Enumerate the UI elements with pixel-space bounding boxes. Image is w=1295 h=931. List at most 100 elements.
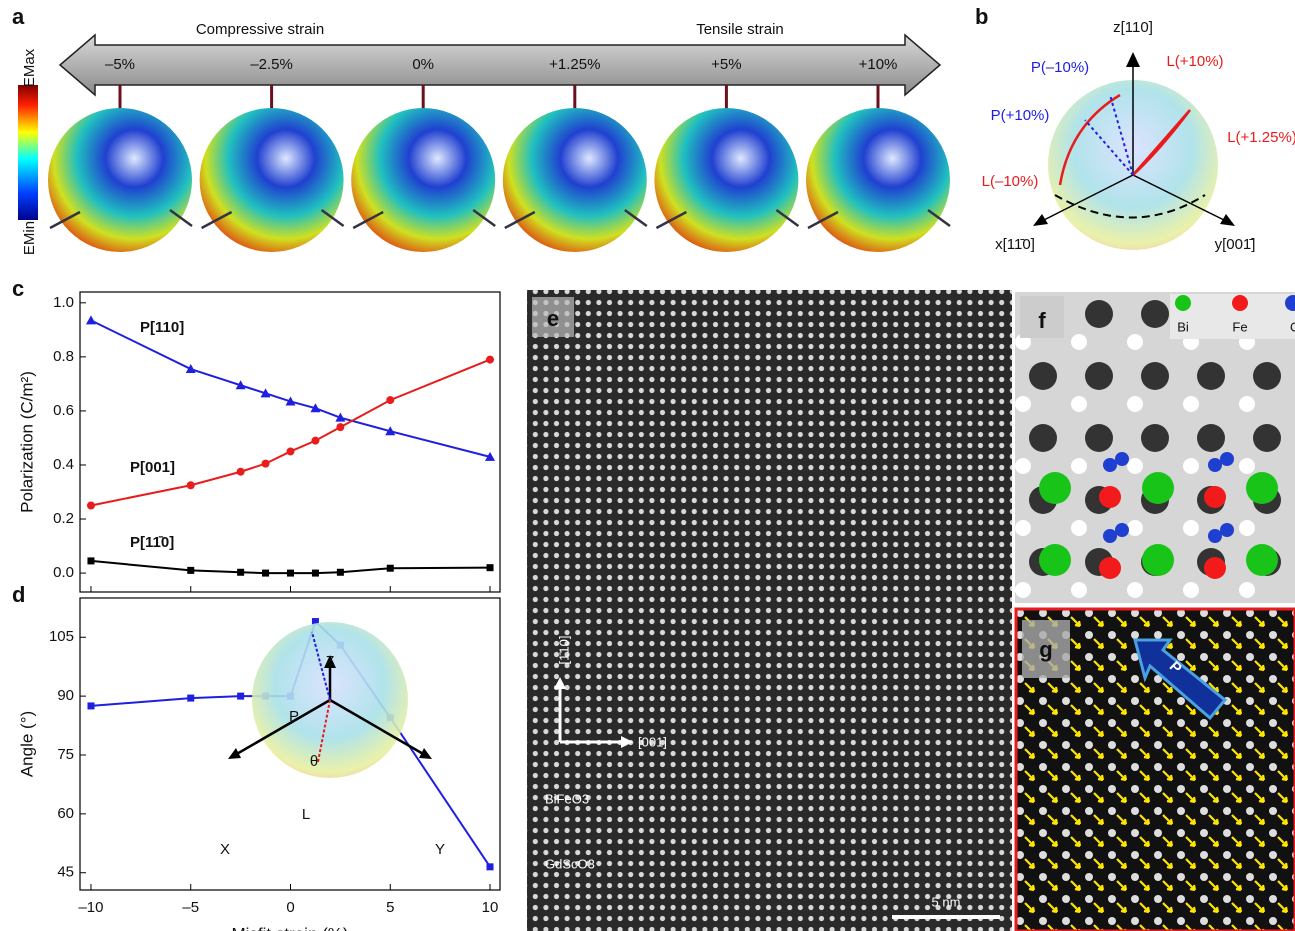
x-tick-label: 0: [286, 899, 294, 916]
marker: [386, 396, 394, 404]
scale-label: 5 nm: [932, 894, 961, 909]
panel-label: g: [1039, 637, 1052, 662]
marker: [87, 557, 94, 564]
b-label: P(–10%): [1031, 59, 1089, 76]
strain-arrow: [60, 35, 940, 95]
layer-label: GdScO3: [545, 856, 595, 871]
x-tick-label: –5: [182, 899, 199, 916]
bi-atom: [1039, 544, 1071, 576]
colorbar-min: EMin: [21, 221, 38, 255]
strain-label: –2.5%: [250, 56, 293, 73]
colorbar: [18, 85, 38, 220]
bi-atom: [1039, 472, 1071, 504]
o-atom: [1103, 458, 1117, 472]
energy-sphere: [351, 108, 495, 252]
energy-sphere: [806, 108, 950, 252]
direction-label: [001]: [638, 734, 667, 749]
marker: [262, 570, 269, 577]
axis-label: x[11̄0]: [995, 236, 1035, 253]
marker: [237, 468, 245, 476]
marker: [87, 502, 95, 510]
b-label: L(+10%): [1166, 53, 1223, 70]
y-tick-label: 45: [57, 864, 74, 881]
figure: a Compressive strain Tensile strain EMax…: [0, 0, 1295, 931]
series-line: [91, 320, 490, 456]
x-tick-label: 10: [482, 899, 499, 916]
y-tick-label: 90: [57, 687, 74, 704]
colorbar-max: EMax: [21, 48, 38, 87]
layer-label: BiFeO3: [545, 791, 589, 806]
marker: [187, 481, 195, 489]
panel-label: d: [12, 582, 25, 607]
marker: [86, 315, 96, 324]
inset-label: L: [302, 806, 310, 823]
marker: [237, 693, 244, 700]
bi-atom: [1142, 472, 1174, 504]
bi-atom: [1246, 472, 1278, 504]
y-tick-label: 0.4: [53, 456, 74, 473]
legend-swatch: [1232, 295, 1248, 311]
panel-label: f: [1038, 308, 1046, 333]
strain-heading: Compressive strain: [196, 21, 324, 38]
series-label: P[110]: [140, 319, 184, 336]
series-label: P[001]: [130, 459, 175, 476]
series-label: P[11̄0]: [130, 534, 174, 551]
o-atom: [1115, 452, 1129, 466]
x-axis-label: Misfit strain (%): [231, 924, 348, 931]
panel-label: e: [547, 306, 559, 331]
y-tick-label: 1.0: [53, 294, 74, 311]
axis-label: z[110]: [1113, 19, 1153, 36]
panel-label: a: [12, 4, 25, 29]
y-tick-label: 75: [57, 746, 74, 763]
direction-label: [1̄10]: [556, 636, 571, 665]
y-tick-label: 0.2: [53, 510, 74, 527]
strain-label: +5%: [711, 56, 741, 73]
marker: [387, 565, 394, 572]
marker: [187, 695, 194, 702]
strain-heading: Tensile strain: [696, 21, 784, 38]
fe-atom: [1099, 557, 1121, 579]
energy-sphere: [48, 108, 192, 252]
b-label: P(+10%): [991, 107, 1050, 124]
x-tick-label: 5: [386, 899, 394, 916]
o-atom: [1220, 452, 1234, 466]
marker: [312, 570, 319, 577]
b-label: L(–10%): [982, 173, 1039, 190]
o-atom: [1220, 523, 1234, 537]
energy-sphere: [200, 108, 344, 252]
fe-atom: [1204, 486, 1226, 508]
marker: [336, 423, 344, 431]
legend-label: Fe: [1232, 319, 1247, 334]
legend-swatch: [1175, 295, 1191, 311]
y-tick-label: 60: [57, 805, 74, 822]
strain-label: +1.25%: [549, 56, 600, 73]
marker: [311, 437, 319, 445]
energy-sphere: [503, 108, 647, 252]
y-tick-label: 0.6: [53, 402, 74, 419]
marker: [262, 460, 270, 468]
marker: [87, 702, 94, 709]
o-atom: [1208, 529, 1222, 543]
y-axis-label: Angle (°): [17, 711, 36, 777]
y-tick-label: 0.0: [53, 564, 74, 581]
strain-label: +10%: [859, 56, 898, 73]
o-atom: [1103, 529, 1117, 543]
marker: [487, 863, 494, 870]
marker: [337, 569, 344, 576]
legend-label: Bi: [1177, 319, 1189, 334]
fe-atom: [1099, 486, 1121, 508]
inset-label: P: [289, 708, 299, 725]
b-label: L(+1.25%): [1227, 129, 1295, 146]
marker: [486, 356, 494, 364]
o-atom: [1208, 458, 1222, 472]
o-atom: [1115, 523, 1129, 537]
bi-atom: [1246, 544, 1278, 576]
x-tick-label: –10: [78, 899, 103, 916]
bi-atom: [1142, 544, 1174, 576]
strain-label: 0%: [412, 56, 434, 73]
strain-label: –5%: [105, 56, 135, 73]
marker: [187, 567, 194, 574]
marker: [487, 564, 494, 571]
energy-sphere: [654, 108, 798, 252]
panel-label: c: [12, 276, 24, 301]
